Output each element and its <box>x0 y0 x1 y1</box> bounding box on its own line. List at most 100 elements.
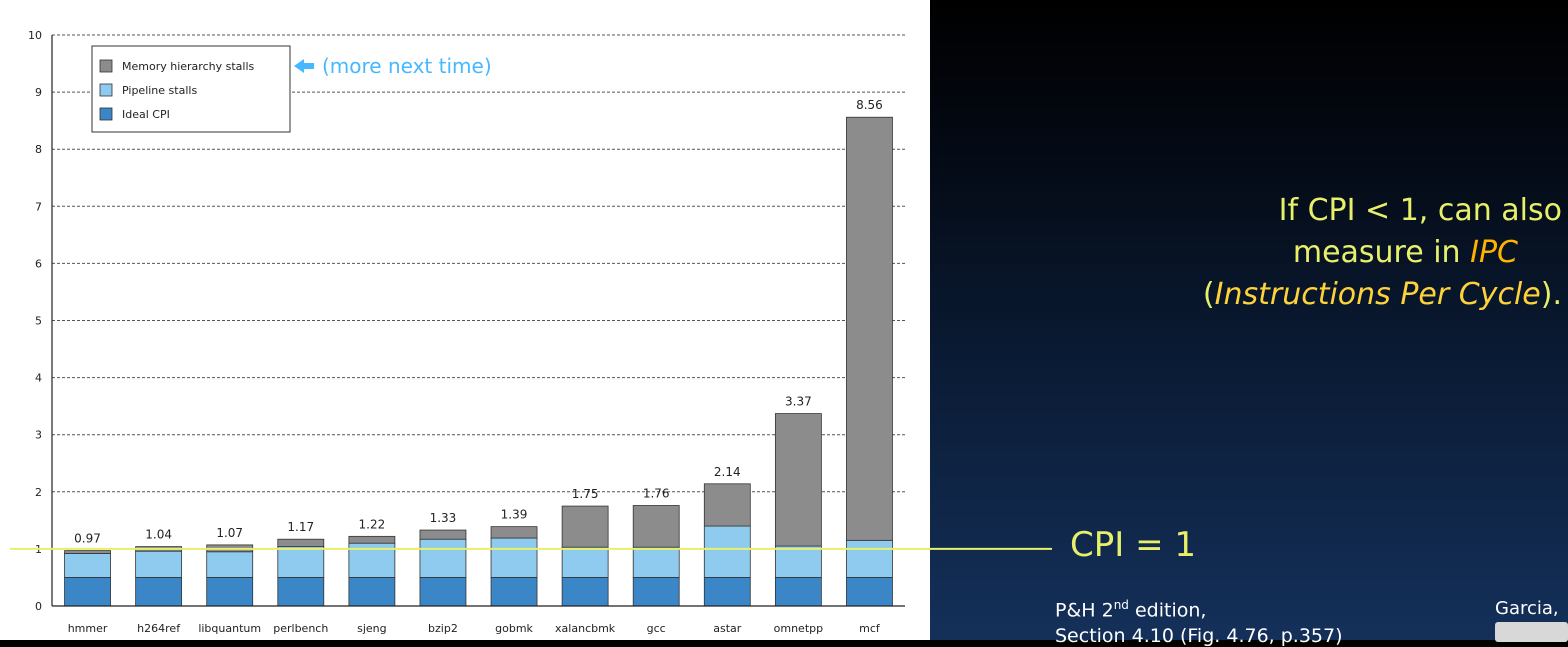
side-note-line2: measure in IPC <box>942 232 1562 274</box>
legend-entry: Memory hierarchy stalls <box>122 60 254 73</box>
citation: P&H 2nd edition, <box>1055 598 1206 621</box>
bar-segment-pipeline-stalls <box>277 546 325 578</box>
legend-entry: Pipeline stalls <box>122 84 197 97</box>
y-tick-label: 0 <box>35 600 42 613</box>
bar-segment-memory-hierarchy-stalls <box>703 483 751 527</box>
bar-segment-ideal-cpi <box>206 577 254 607</box>
data-label: 1.04 <box>145 528 172 542</box>
legend-swatch <box>99 107 113 121</box>
citation-suffix: edition, <box>1128 599 1207 622</box>
citation-line2: Section 4.10 (Fig. 4.76, p.357) <box>1055 625 1343 647</box>
axes <box>51 35 905 607</box>
y-tick-label: 10 <box>28 29 42 42</box>
side-note: If CPI < 1, can also measure in IPC (Ins… <box>942 190 1562 316</box>
data-label: 1.33 <box>430 511 457 525</box>
bar-segment-memory-hierarchy-stalls <box>348 535 396 544</box>
bar-segment-ideal-cpi <box>632 577 680 607</box>
data-label: 0.97 <box>74 532 101 546</box>
side-note-line3-open: ( <box>1202 277 1215 312</box>
bar-segment-memory-hierarchy-stalls <box>419 529 467 540</box>
bar-segment-ideal-cpi <box>561 577 609 607</box>
citation-sup: nd <box>1113 598 1129 612</box>
bar-segment-pipeline-stalls <box>632 546 680 578</box>
bar-segment-ideal-cpi <box>774 577 822 607</box>
side-note-line1: If CPI < 1, can also <box>1278 193 1562 228</box>
bars <box>64 116 893 607</box>
bar-segment-ideal-cpi <box>135 577 183 607</box>
bar-segment-memory-hierarchy-stalls <box>206 544 254 553</box>
author-name: Garcia, <box>1495 598 1559 619</box>
annotation-arrow-icon <box>294 59 314 73</box>
bar-segment-pipeline-stalls <box>490 537 538 578</box>
x-tick-label: xalancbmk <box>555 622 616 635</box>
cc-license-badge <box>1495 622 1568 642</box>
bar-segment-pipeline-stalls <box>703 525 751 578</box>
data-label: 1.22 <box>359 517 386 531</box>
bar-segment-memory-hierarchy-stalls <box>490 526 538 539</box>
x-tick-labels: hmmer h264ref libquantum perlbench sjeng bzip… <box>68 622 881 635</box>
y-tick-label: 9 <box>35 86 42 99</box>
y-tick-label: 3 <box>35 429 42 442</box>
y-tick-label: 6 <box>35 257 42 270</box>
bar-segment-ideal-cpi <box>846 577 893 607</box>
bar-segment-pipeline-stalls <box>135 550 183 578</box>
data-labels: 0.97 1.04 1.07 1.17 1.22 1.33 1.39 1.75 1.76 2.14… <box>74 98 883 545</box>
bar-segment-memory-hierarchy-stalls <box>632 505 680 548</box>
y-tick-label: 7 <box>35 200 42 213</box>
ipc-term: IPC <box>1470 235 1518 270</box>
bar-segment-pipeline-stalls <box>206 551 254 578</box>
x-tick-label: mcf <box>859 622 881 635</box>
y-tick-labels: 0 1 2 3 4 5 6 7 8 9 10 <box>28 29 42 613</box>
side-note-line3: (Instructions Per Cycle). <box>942 274 1562 316</box>
x-tick-label: h264ref <box>137 622 181 635</box>
x-tick-label: bzip2 <box>428 622 458 635</box>
x-tick-label: sjeng <box>357 622 387 635</box>
bar-segment-pipeline-stalls <box>348 542 396 578</box>
data-label: 1.07 <box>216 526 243 540</box>
data-label: 8.56 <box>856 98 883 112</box>
cpi-equals-one-label: CPI = 1 <box>1070 525 1197 565</box>
side-note-line2-prefix: measure in <box>1292 235 1471 270</box>
data-label: 2.14 <box>714 465 741 479</box>
bar-segment-memory-hierarchy-stalls <box>64 550 111 554</box>
y-tick-label: 4 <box>35 372 42 385</box>
chart-panel: 0 1 2 3 4 5 6 7 8 9 10 0.97 1.04 1.07 1.17 1.22 1.33 1.3… <box>28 29 905 635</box>
bar-segment-ideal-cpi <box>703 577 751 607</box>
bar-segment-pipeline-stalls <box>419 538 467 578</box>
x-tick-label: hmmer <box>68 622 108 635</box>
x-tick-label: gcc <box>647 622 666 635</box>
bar-segment-ideal-cpi <box>490 577 538 607</box>
bar-segment-ideal-cpi <box>348 577 396 607</box>
legend-swatch <box>99 59 113 73</box>
data-label: 3.37 <box>785 395 812 409</box>
bar-segment-memory-hierarchy-stalls <box>277 538 325 548</box>
bar-segment-pipeline-stalls <box>64 553 111 578</box>
bar-segment-memory-hierarchy-stalls <box>561 505 609 548</box>
bar-segment-pipeline-stalls <box>561 546 609 578</box>
bar-segment-pipeline-stalls <box>846 539 893 578</box>
legend-entry: Ideal CPI <box>122 108 170 121</box>
y-tick-label: 2 <box>35 486 42 499</box>
y-tick-label: 1 <box>35 543 42 556</box>
x-tick-label: perlbench <box>273 622 328 635</box>
legend: Memory hierarchy stalls Pipeline stalls Id… <box>91 45 492 133</box>
x-tick-label: astar <box>713 622 742 635</box>
bar-segment-pipeline-stalls <box>774 545 822 578</box>
data-label: 1.75 <box>572 487 599 501</box>
x-tick-label: gobmk <box>495 622 533 635</box>
data-label: 1.39 <box>501 508 528 522</box>
x-tick-label: omnetpp <box>774 622 823 635</box>
x-tick-label: libquantum <box>198 622 261 635</box>
data-label: 1.76 <box>643 487 670 501</box>
bar-segment-ideal-cpi <box>419 577 467 607</box>
annotation-text: (more next time) <box>322 54 492 78</box>
legend-box <box>91 45 291 133</box>
bar-segment-ideal-cpi <box>64 577 111 607</box>
citation-prefix: P&H 2 <box>1055 599 1114 622</box>
bar-segment-memory-hierarchy-stalls <box>774 413 822 547</box>
bar-segment-memory-hierarchy-stalls <box>846 116 893 541</box>
legend-swatch <box>99 83 113 97</box>
side-note-line3-close: ). <box>1540 277 1562 312</box>
data-label: 1.17 <box>287 520 314 534</box>
bar-segment-memory-hierarchy-stalls <box>135 546 183 552</box>
